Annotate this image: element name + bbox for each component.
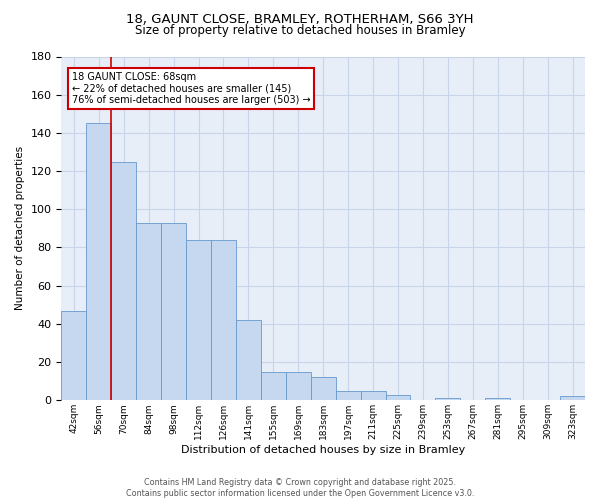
Bar [211,240,236,400]
Text: 18, GAUNT CLOSE, BRAMLEY, ROTHERHAM, S66 3YH: 18, GAUNT CLOSE, BRAMLEY, ROTHERHAM, S66… [126,12,474,26]
Bar [361,390,386,400]
Bar [61,310,86,400]
Bar [286,372,311,400]
Y-axis label: Number of detached properties: Number of detached properties [15,146,25,310]
Bar [335,390,361,400]
Bar [386,394,410,400]
Bar [261,372,286,400]
Bar [485,398,510,400]
Text: Contains HM Land Registry data © Crown copyright and database right 2025.
Contai: Contains HM Land Registry data © Crown c… [126,478,474,498]
Bar [136,222,161,400]
Text: 18 GAUNT CLOSE: 68sqm
← 22% of detached houses are smaller (145)
76% of semi-det: 18 GAUNT CLOSE: 68sqm ← 22% of detached … [72,72,310,105]
Bar [560,396,585,400]
Bar [236,320,261,400]
Bar [161,222,186,400]
X-axis label: Distribution of detached houses by size in Bramley: Distribution of detached houses by size … [181,445,466,455]
Bar [186,240,211,400]
Bar [111,162,136,400]
Bar [436,398,460,400]
Bar [311,378,335,400]
Text: Size of property relative to detached houses in Bramley: Size of property relative to detached ho… [134,24,466,37]
Bar [86,124,111,400]
